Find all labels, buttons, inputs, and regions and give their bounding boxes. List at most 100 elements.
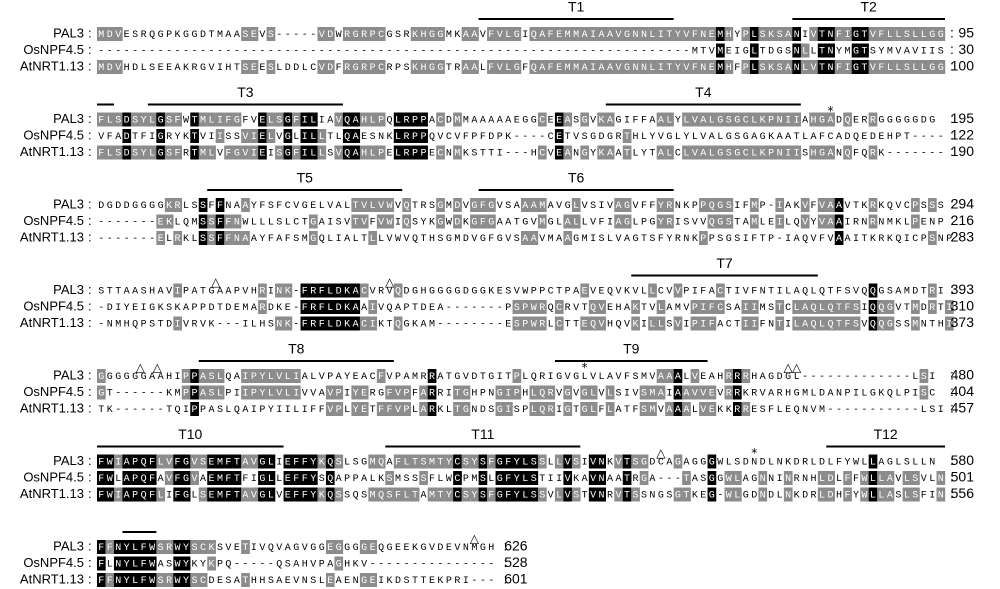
residue-shade: [351, 300, 361, 314]
residue: S: [327, 149, 333, 160]
residue: P: [192, 372, 198, 383]
residue-shade: [783, 112, 793, 127]
residue: S: [115, 149, 121, 160]
residue: V: [166, 474, 172, 485]
residue: A: [658, 149, 664, 160]
residue: Q: [870, 303, 876, 314]
residue-shade: [911, 487, 920, 502]
residue-shade: [334, 385, 344, 400]
residue: I: [251, 474, 257, 485]
residue: G: [582, 405, 588, 416]
residue: -: [420, 47, 426, 58]
residue: T: [700, 47, 706, 58]
residue: W: [183, 116, 189, 127]
residue: T: [760, 47, 766, 58]
residue: G: [929, 63, 935, 74]
residue: P: [497, 132, 503, 143]
residue-shade: [902, 471, 912, 485]
residue-shade: [605, 112, 615, 127]
residue: V: [395, 405, 401, 416]
residue-shade: [351, 283, 361, 298]
residue: A: [666, 458, 672, 469]
residue: M: [217, 474, 223, 485]
residue-shade: [622, 471, 632, 485]
residue: Q: [802, 287, 808, 298]
residue: -: [624, 47, 630, 58]
residue-shade: [928, 283, 937, 298]
residue: G: [912, 116, 918, 127]
residue: T: [208, 30, 214, 41]
residue: A: [785, 30, 791, 41]
residue: E: [285, 474, 291, 485]
residue: E: [556, 149, 562, 160]
residue: Y: [844, 458, 850, 469]
residue: F: [98, 149, 104, 160]
residue-shade: [368, 60, 378, 74]
residue: -: [149, 234, 155, 245]
residue-shade: [758, 471, 768, 485]
residue: V: [225, 543, 231, 554]
residue-shade: [911, 27, 920, 41]
residue: -: [141, 234, 147, 245]
residue: R: [666, 201, 672, 212]
residue: A: [828, 389, 834, 400]
residue: T: [853, 201, 859, 212]
residue: W: [175, 560, 181, 571]
residue: P: [692, 201, 698, 212]
residue: -: [497, 320, 503, 331]
residue-shade: [783, 145, 793, 160]
residue: F: [505, 458, 511, 469]
sequence-name: OsNPF4.5: [23, 298, 84, 313]
residue: S: [726, 116, 732, 127]
residue: H: [887, 132, 893, 143]
residue-shade: [699, 300, 708, 314]
residue: D: [336, 287, 342, 298]
residue: -: [200, 47, 206, 58]
residue-shade: [724, 60, 734, 74]
residue: A: [242, 491, 248, 502]
residue: -: [370, 560, 376, 571]
residue: L: [175, 218, 181, 229]
residue-shade: [529, 27, 539, 41]
residue: T: [582, 491, 588, 502]
separator: :: [950, 314, 954, 330]
residue: V: [616, 372, 622, 383]
residue: I: [522, 30, 528, 41]
residue: H: [938, 320, 944, 331]
residue-shade: [283, 283, 293, 298]
residue: R: [429, 405, 435, 416]
residue: G: [768, 372, 774, 383]
residue-shade: [690, 369, 700, 383]
residue: -: [98, 320, 104, 331]
residue: V: [454, 543, 460, 554]
residue: D: [285, 63, 291, 74]
residue: N: [794, 47, 800, 58]
residue: N: [777, 149, 783, 160]
residue: Q: [828, 303, 834, 314]
residue: E: [514, 116, 520, 127]
residue: L: [683, 372, 689, 383]
residue-shade: [622, 145, 632, 160]
residue: E: [310, 201, 316, 212]
residue: G: [853, 47, 859, 58]
residue-shade: [156, 231, 166, 245]
residue: E: [505, 320, 511, 331]
residue: N: [929, 218, 935, 229]
residue: S: [480, 474, 486, 485]
residue: I: [327, 218, 333, 229]
residue-shade: [232, 454, 242, 469]
residue: F: [98, 560, 104, 571]
residue-shade: [453, 145, 462, 160]
residue: L: [310, 372, 316, 383]
residue-shade: [766, 145, 776, 160]
residue-shade: [359, 316, 369, 331]
residue: Y: [853, 491, 859, 502]
residue: -: [497, 47, 503, 58]
residue: C: [556, 303, 562, 314]
residue: V: [548, 149, 554, 160]
residue: -: [828, 372, 834, 383]
residue: T: [412, 576, 418, 587]
residue: E: [429, 576, 435, 587]
residue: P: [370, 30, 376, 41]
residue: A: [531, 201, 537, 212]
